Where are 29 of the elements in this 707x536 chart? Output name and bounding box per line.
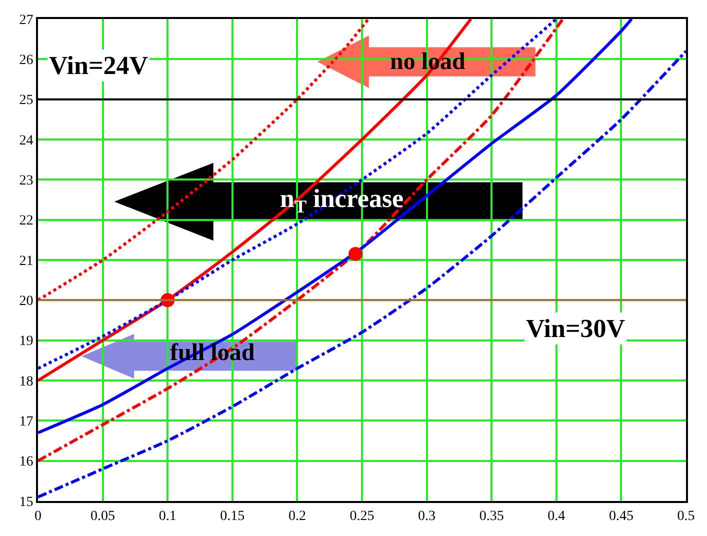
y-tick-label: 23 — [19, 174, 34, 189]
x-tick-label: 0.25 — [350, 508, 374, 524]
y-tick-label: 18 — [19, 374, 34, 390]
y-tick-label: 20 — [19, 294, 34, 310]
y-tick-label: 26 — [19, 53, 34, 68]
x-tick-label: 0.05 — [90, 508, 116, 524]
y-tick-label: 15 — [19, 494, 34, 510]
y-tick-label: 24 — [19, 133, 34, 148]
y-tick-label: 27 — [19, 12, 34, 28]
y-tick-label: 22 — [19, 214, 34, 229]
y-tick-label: 16 — [19, 454, 34, 470]
x-tick-label: 0.5 — [677, 508, 695, 524]
y-tick-label: 21 — [19, 254, 34, 269]
x-tick-label: 0.1 — [158, 508, 176, 524]
x-tick-label: 0 — [34, 508, 42, 524]
annotation: Vin=30V — [526, 314, 626, 343]
x-tick-label: 0.45 — [608, 508, 634, 524]
line-series — [38, 50, 686, 498]
line-series — [38, 19, 634, 434]
x-tick-label: 0.3 — [418, 508, 436, 524]
x-tick-label: 0.2 — [288, 508, 306, 524]
x-tick-label: 0.15 — [220, 508, 245, 524]
annotation: Vin=24V — [49, 51, 148, 80]
y-tick-label: 25 — [19, 93, 34, 108]
y-tick-label: 19 — [19, 334, 34, 350]
x-tick-label: 0.35 — [479, 508, 504, 524]
x-tick-label: 0.4 — [548, 508, 566, 524]
y-tick-label: 17 — [19, 414, 34, 430]
line-series — [38, 19, 472, 382]
